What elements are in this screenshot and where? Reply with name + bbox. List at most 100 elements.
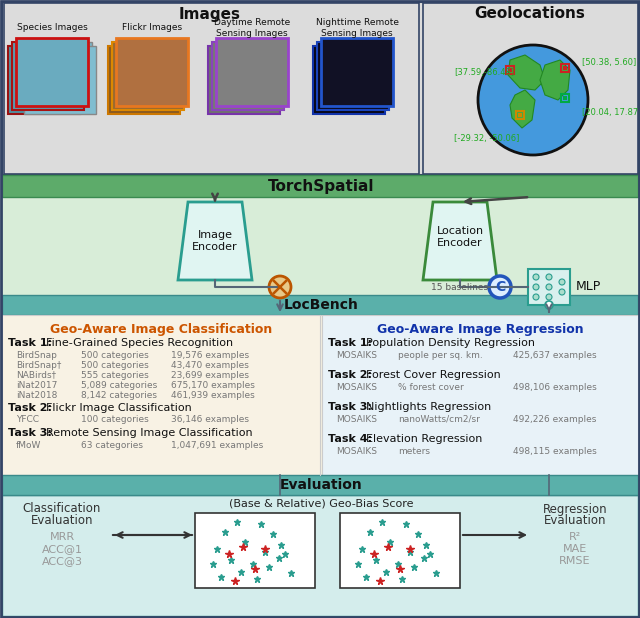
Text: Evaluation: Evaluation (280, 478, 362, 492)
Text: 498,106 examples: 498,106 examples (513, 383, 596, 391)
Bar (321, 38, 393, 106)
Bar (561, 64, 569, 72)
Text: MOSAIKS: MOSAIKS (336, 350, 377, 360)
Text: Task 3:: Task 3: (328, 402, 372, 412)
Text: Task 2:: Task 2: (8, 403, 52, 413)
Bar (516, 111, 524, 119)
Text: Nightlights Regression: Nightlights Regression (366, 402, 492, 412)
Text: C: C (495, 280, 505, 294)
Bar (317, 42, 389, 110)
Text: 63 categories: 63 categories (81, 441, 143, 449)
Text: Evaluation: Evaluation (544, 515, 606, 528)
Text: YFCC: YFCC (16, 415, 39, 425)
Text: RMSE: RMSE (559, 556, 591, 566)
Bar (2, 197, 638, 295)
Text: BirdSnap†: BirdSnap† (16, 360, 61, 370)
Bar (16, 38, 88, 106)
Text: MOSAIKS: MOSAIKS (336, 415, 377, 423)
Bar (423, 3, 638, 174)
Bar (112, 42, 184, 110)
Text: Fine-Grained Species Recognition: Fine-Grained Species Recognition (46, 338, 233, 348)
Text: Species Images: Species Images (17, 23, 88, 33)
Text: Task 2:: Task 2: (328, 370, 372, 380)
Polygon shape (540, 60, 570, 100)
Text: MOSAIKS: MOSAIKS (336, 446, 377, 455)
Text: ACC@3: ACC@3 (42, 556, 83, 566)
Text: % forest cover: % forest cover (398, 383, 464, 391)
Text: Geo-Aware Image Classification: Geo-Aware Image Classification (50, 323, 272, 336)
Text: Flickr Image Classification: Flickr Image Classification (46, 403, 192, 413)
Text: 36,146 examples: 36,146 examples (171, 415, 249, 425)
Bar (208, 46, 280, 114)
Circle shape (546, 294, 552, 300)
Bar (212, 42, 284, 110)
Bar (2, 315, 322, 475)
Bar (563, 96, 567, 100)
Bar (2, 295, 638, 315)
Text: Population Density Regression: Population Density Regression (366, 338, 535, 348)
Text: NABirds†: NABirds† (16, 371, 56, 379)
Text: Regression: Regression (543, 502, 607, 515)
Text: MLP: MLP (575, 281, 600, 294)
Text: [20.04, 17.87]: [20.04, 17.87] (582, 108, 640, 117)
Text: Task 1:: Task 1: (8, 338, 52, 348)
Text: Remote Sensing Image Classification: Remote Sensing Image Classification (46, 428, 253, 438)
Text: R²: R² (569, 532, 581, 542)
Text: 15 baselines: 15 baselines (431, 284, 488, 292)
Circle shape (559, 279, 565, 285)
Text: 19,576 examples: 19,576 examples (171, 350, 249, 360)
Text: Nighttime Remote
Sensing Images: Nighttime Remote Sensing Images (316, 19, 399, 38)
Text: Image
Encoder: Image Encoder (192, 230, 238, 252)
Text: MRR: MRR (49, 532, 75, 542)
Bar (2, 175, 638, 197)
Text: 555 categories: 555 categories (81, 371, 148, 379)
Text: Location
Encoder: Location Encoder (436, 226, 484, 248)
Text: meters: meters (398, 446, 430, 455)
Bar (2, 2, 638, 175)
Polygon shape (178, 202, 252, 280)
Circle shape (533, 284, 539, 290)
Text: 500 categories: 500 categories (81, 360, 148, 370)
Circle shape (269, 276, 291, 298)
Circle shape (533, 274, 539, 280)
Text: 461,939 examples: 461,939 examples (171, 391, 255, 399)
Text: BirdSnap: BirdSnap (16, 350, 57, 360)
Text: 100 categories: 100 categories (81, 415, 148, 425)
Bar (561, 94, 569, 102)
Bar (340, 513, 460, 588)
Text: [37.59,-86.48]: [37.59,-86.48] (454, 67, 514, 77)
Bar (508, 68, 512, 72)
Circle shape (545, 301, 553, 309)
Text: Daytime Remote
Sensing Images: Daytime Remote Sensing Images (214, 19, 290, 38)
Bar (528, 269, 570, 305)
Text: Classification: Classification (23, 502, 101, 515)
Text: Flickr Images: Flickr Images (122, 23, 182, 33)
Text: Task 4:: Task 4: (328, 434, 372, 444)
Bar (2, 475, 638, 495)
Text: MOSAIKS: MOSAIKS (336, 383, 377, 391)
Text: nanoWatts/cm2/sr: nanoWatts/cm2/sr (398, 415, 480, 423)
Polygon shape (508, 55, 545, 90)
Text: LocBench: LocBench (284, 298, 358, 312)
Circle shape (546, 274, 552, 280)
Text: Task 1:: Task 1: (328, 338, 372, 348)
Text: 8,142 categories: 8,142 categories (81, 391, 157, 399)
Circle shape (489, 276, 511, 298)
Text: ACC@1: ACC@1 (42, 544, 83, 554)
Bar (2, 495, 638, 616)
Bar (216, 38, 288, 106)
Polygon shape (423, 202, 497, 280)
Text: Evaluation: Evaluation (31, 515, 93, 528)
Polygon shape (510, 90, 535, 128)
Text: [50.38, 5.60]: [50.38, 5.60] (582, 57, 636, 67)
Text: 492,226 examples: 492,226 examples (513, 415, 596, 423)
Text: Forest Cover Regression: Forest Cover Regression (366, 370, 500, 380)
Text: 500 categories: 500 categories (81, 350, 148, 360)
Text: (Base & Relative) Geo-Bias Score: (Base & Relative) Geo-Bias Score (228, 498, 413, 508)
Text: iNat2017: iNat2017 (16, 381, 58, 389)
Text: people per sq. km.: people per sq. km. (398, 350, 483, 360)
Text: Task 3:: Task 3: (8, 428, 52, 438)
Bar (313, 46, 385, 114)
Bar (24, 46, 96, 114)
Text: 425,637 examples: 425,637 examples (513, 350, 596, 360)
